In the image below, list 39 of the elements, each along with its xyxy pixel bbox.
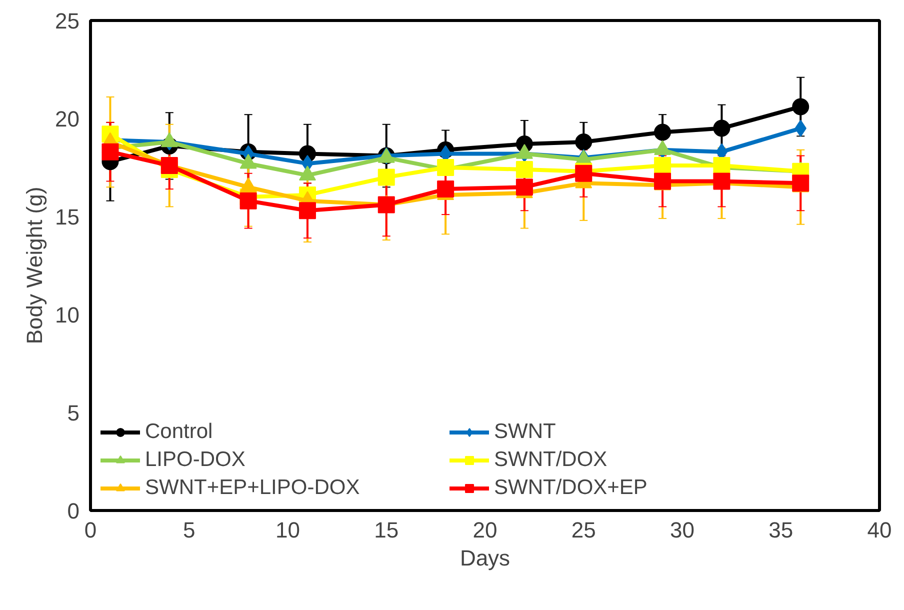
x-tick-label: 35 bbox=[768, 518, 794, 542]
point bbox=[792, 174, 810, 192]
x-axis-title: Days bbox=[460, 546, 510, 570]
x-tick-label: 10 bbox=[276, 518, 300, 542]
point bbox=[298, 202, 316, 220]
legend-label: SWNT bbox=[494, 420, 557, 444]
x-tick-label: 5 bbox=[183, 518, 196, 542]
point bbox=[654, 124, 672, 141]
point bbox=[378, 168, 395, 186]
point bbox=[437, 180, 454, 198]
x-tick-label: 0 bbox=[84, 518, 97, 542]
legend-label: SWNT+EP+LIPO-DOX bbox=[145, 476, 361, 500]
y-tick-label: 0 bbox=[67, 498, 80, 524]
point bbox=[792, 98, 810, 116]
y-tick-label: 25 bbox=[55, 8, 80, 34]
legend-label: SWNT/DOX+EP bbox=[494, 476, 648, 500]
y-tick-label: 10 bbox=[55, 302, 80, 328]
point bbox=[713, 120, 730, 137]
point bbox=[516, 160, 533, 178]
y-axis-title: Body Weight (g) bbox=[22, 186, 48, 344]
y-tick-label: 20 bbox=[55, 106, 80, 132]
point bbox=[160, 157, 178, 174]
point bbox=[575, 134, 592, 151]
y-tick-label: 15 bbox=[55, 204, 80, 230]
x-tick-label: 30 bbox=[670, 518, 694, 542]
point bbox=[378, 196, 395, 214]
legend-label: LIPO-DOX bbox=[145, 448, 246, 472]
point bbox=[240, 192, 257, 210]
legend-label: Control bbox=[145, 420, 214, 444]
legend-label: SWNT/DOX bbox=[494, 448, 608, 472]
x-tick-label: 25 bbox=[571, 518, 596, 542]
y-tick-label: 5 bbox=[67, 400, 80, 426]
x-tick-label: 15 bbox=[374, 518, 399, 542]
x-tick-label: 40 bbox=[867, 518, 892, 542]
point bbox=[516, 178, 533, 196]
point bbox=[654, 157, 672, 174]
x-tick-label: 20 bbox=[472, 518, 498, 542]
point bbox=[654, 172, 672, 190]
point bbox=[102, 143, 119, 160]
